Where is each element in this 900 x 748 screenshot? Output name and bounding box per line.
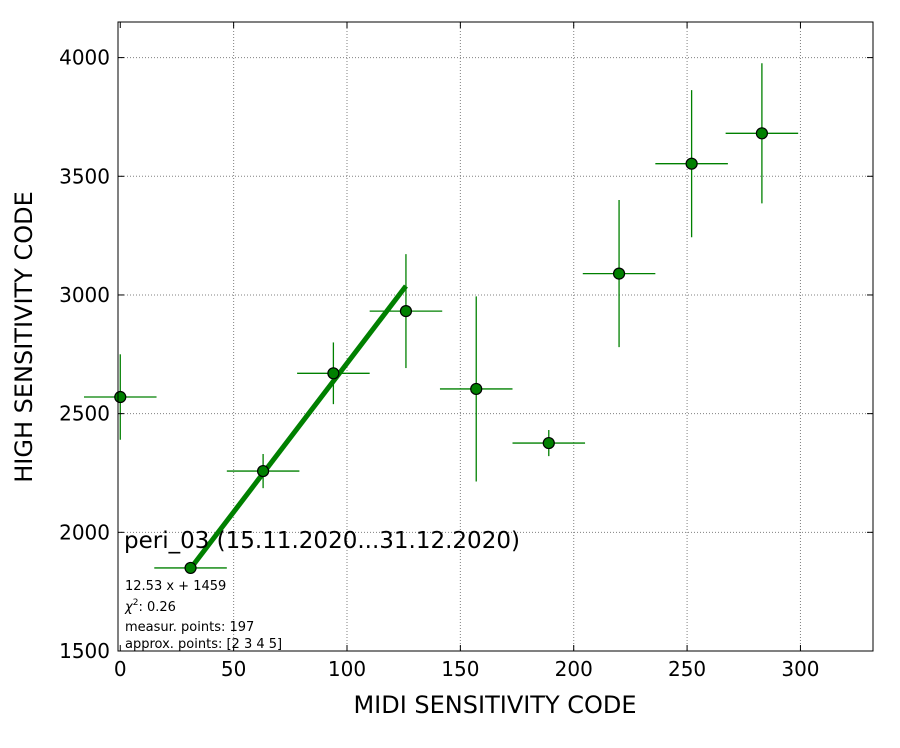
data-point xyxy=(685,157,698,170)
annotation-equation: 12.53 x + 1459 xyxy=(125,579,226,594)
x-tick-label: 200 xyxy=(555,657,593,681)
data-point xyxy=(399,305,413,318)
data-points xyxy=(114,127,769,575)
data-point xyxy=(327,367,340,380)
annotation-chi2-symbol: χ xyxy=(124,600,134,615)
annotation-chi2: χ2: 0.26 xyxy=(124,598,176,615)
y-tick-label: 3000 xyxy=(59,283,110,307)
x-tick-label: 150 xyxy=(441,657,479,681)
x-tick-label: 50 xyxy=(221,657,246,681)
annotation-chi2-sup: 2 xyxy=(133,598,139,608)
annotation-title: peri_03 (15.11.2020...31.12.2020) xyxy=(124,528,520,554)
annotation-measur-points: measur. points: 197 xyxy=(125,620,254,635)
y-axis-label: HIGH SENSITIVITY CODE xyxy=(10,191,38,483)
x-tick-label: 300 xyxy=(781,657,819,681)
data-point xyxy=(257,464,270,478)
data-point xyxy=(184,561,197,575)
x-tick-label: 250 xyxy=(668,657,706,681)
x-tick-label: 100 xyxy=(328,657,366,681)
x-axis-label: MIDI SENSITIVITY CODE xyxy=(353,691,636,719)
data-point xyxy=(755,127,769,140)
y-tick-label: 4000 xyxy=(59,46,110,70)
fit-line-group xyxy=(188,284,408,571)
x-tick-label: 0 xyxy=(114,657,127,681)
annotation-chi2-value: : 0.26 xyxy=(138,600,175,615)
y-tick-label: 1500 xyxy=(59,639,110,663)
y-tick-label: 2500 xyxy=(59,402,110,426)
annotation-approx-points: approx. points: [2 3 4 5] xyxy=(125,637,282,652)
ticks: 0 50 100 150 200 250 300 1500 2000 2500 3000 3500 40… xyxy=(59,22,873,681)
plot-frame xyxy=(117,21,874,652)
y-tick-label: 3500 xyxy=(59,164,110,188)
axes xyxy=(117,21,874,652)
fit-line xyxy=(188,284,408,571)
y-tick-label: 2000 xyxy=(59,520,110,544)
data-point xyxy=(612,267,626,280)
data-point xyxy=(542,436,555,450)
data-point xyxy=(114,390,127,404)
data-point xyxy=(470,382,483,396)
